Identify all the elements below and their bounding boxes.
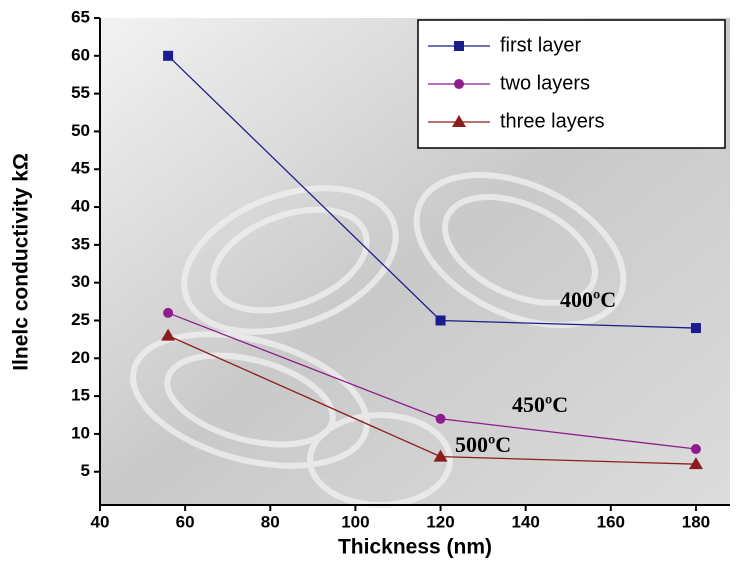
y-axis-title: Ilnelc conductivity kΩ [10, 153, 33, 371]
marker [435, 315, 446, 326]
y-tick-label: 25 [71, 310, 90, 329]
marker [690, 323, 701, 334]
x-tick-label: 180 [682, 512, 710, 531]
y-tick-label: 10 [71, 423, 90, 442]
x-tick-label: 160 [597, 512, 625, 531]
x-tick-label: 140 [511, 512, 539, 531]
legend-label: two layers [500, 72, 590, 94]
legend-label: three layers [500, 110, 605, 132]
y-tick-label: 35 [71, 234, 90, 253]
x-axis-title: Thickness (nm) [338, 536, 492, 559]
marker [690, 444, 701, 455]
x-tick-label: 60 [176, 512, 195, 531]
x-tick-label: 120 [426, 512, 454, 531]
annotation: 500ºC [455, 432, 511, 457]
y-tick-label: 55 [71, 83, 90, 102]
y-tick-label: 20 [71, 348, 90, 367]
legend-label: first layer [500, 34, 581, 56]
y-tick-label: 45 [71, 159, 90, 178]
y-tick-label: 50 [71, 121, 90, 140]
marker [452, 115, 466, 127]
marker [454, 79, 464, 89]
marker [163, 50, 174, 61]
x-tick-label: 80 [261, 512, 280, 531]
x-tick-label: 100 [341, 512, 369, 531]
marker [688, 457, 703, 470]
marker [163, 307, 174, 318]
y-tick-label: 40 [71, 197, 90, 216]
annotation: 450ºC [512, 392, 568, 417]
marker [433, 449, 448, 462]
marker [161, 328, 176, 341]
x-tick-label: 40 [91, 512, 110, 531]
y-tick-label: 30 [71, 272, 90, 291]
y-tick-label: 60 [71, 45, 90, 64]
y-tick-label: 65 [71, 7, 90, 26]
y-tick-label: 5 [81, 461, 90, 480]
marker [435, 413, 446, 424]
annotation: 400ºC [560, 287, 616, 312]
marker [454, 41, 464, 51]
y-tick-label: 15 [71, 386, 90, 405]
